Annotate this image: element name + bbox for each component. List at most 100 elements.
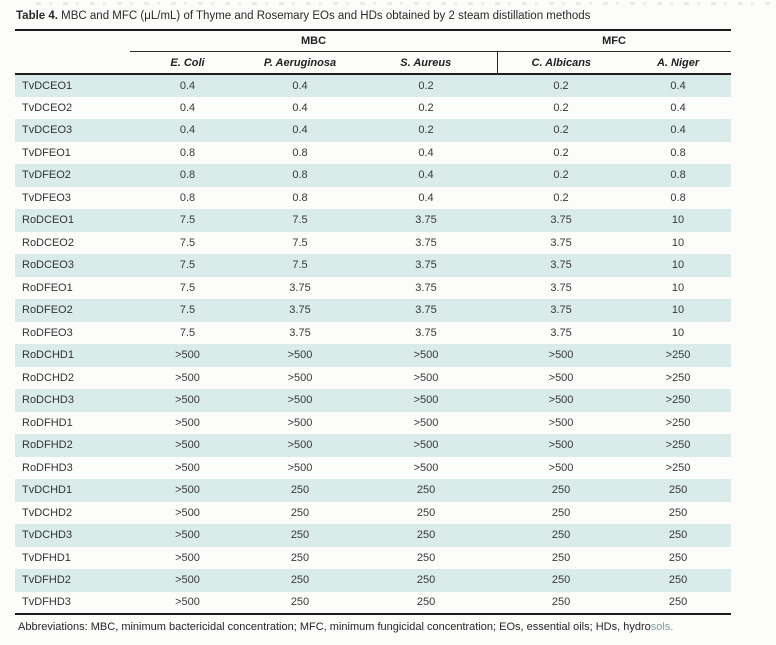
table-row: RoDFEO3 7.5 3.75 3.75 3.75 10 xyxy=(15,322,731,345)
row-label: TvDCHD1 xyxy=(22,484,73,497)
abbreviations-text-tail: sols. xyxy=(650,621,674,633)
value-cell: 250 xyxy=(290,596,310,609)
value-cell: 10 xyxy=(671,304,685,317)
value-cell: >500 xyxy=(287,416,313,429)
value-cell: >500 xyxy=(175,574,200,587)
row-label: TvDFEO2 xyxy=(22,169,71,182)
col-header-a-niger: A. Niger xyxy=(625,51,732,75)
value-cell: 0.2 xyxy=(418,79,434,92)
table-row: RoDCHD3 >500 >500 >500 >500 >250 xyxy=(15,389,732,412)
value-cell: 3.75 xyxy=(415,259,437,272)
table-row: TvDCHD3 >500 250 250 250 250 xyxy=(15,524,732,547)
row-label: TvDCHD3 xyxy=(22,529,73,542)
row-label: RoDFEO3 xyxy=(22,326,73,339)
table-caption: Table 4. MBC and MFC (μL/mL) of Thyme an… xyxy=(15,8,731,29)
row-label: RoDCEO1 xyxy=(22,214,74,227)
value-cell: 250 xyxy=(290,529,310,542)
value-cell: 250 xyxy=(290,506,310,519)
value-cell: >250 xyxy=(665,439,691,452)
group-header-row: MBC MFC xyxy=(15,30,732,52)
abbreviations-note: Abbreviations: MBC, minimum bactericidal… xyxy=(15,615,731,634)
value-cell: 0.2 xyxy=(553,101,569,114)
value-cell: 250 xyxy=(668,529,688,542)
value-cell: 7.5 xyxy=(292,259,308,272)
value-cell: 3.75 xyxy=(415,281,437,294)
value-cell: 0.4 xyxy=(179,124,196,137)
row-label: RoDCHD2 xyxy=(22,371,74,384)
group-header-mbc: MBC xyxy=(130,30,498,52)
row-label: RoDCHD3 xyxy=(22,394,74,407)
table-row: TvDFHD1 >500 250 250 250 250 xyxy=(15,547,731,570)
value-cell: 3.75 xyxy=(550,326,572,339)
value-cell: 250 xyxy=(551,574,571,587)
value-cell: 250 xyxy=(668,574,688,587)
value-cell: 3.75 xyxy=(415,304,437,317)
col-header-c-albicans: C. Albicans xyxy=(496,51,626,75)
value-cell: 0.2 xyxy=(553,191,569,204)
value-cell: 0.2 xyxy=(553,146,569,159)
table-row: RoDFHD3 >500 >500 >500 >500 >250 xyxy=(15,457,731,480)
table-row: RoDCHD1 >500 >500 >500 >500 >250 xyxy=(15,344,732,367)
value-cell: >500 xyxy=(413,371,439,384)
row-label: RoDFHD2 xyxy=(22,439,73,452)
table-row: RoDFHD1 >500 >500 >500 >500 >250 xyxy=(15,412,731,435)
value-cell: >500 xyxy=(413,461,439,474)
table-row: RoDFHD2 >500 >500 >500 >500 >250 xyxy=(15,434,732,457)
value-cell: 7.5 xyxy=(179,326,196,339)
value-cell: 0.2 xyxy=(418,101,434,114)
value-cell: >500 xyxy=(175,349,200,362)
table-row: RoDFEO1 7.5 3.75 3.75 3.75 10 xyxy=(15,277,731,300)
table-caption-label: Table 4. xyxy=(16,10,58,22)
value-cell: >500 xyxy=(413,394,439,407)
value-cell: 0.4 xyxy=(418,146,434,159)
value-cell: 0.4 xyxy=(418,169,434,182)
value-cell: 0.2 xyxy=(553,169,569,182)
table-row: TvDFEO2 0.8 0.8 0.4 0.2 0.8 xyxy=(15,164,732,187)
row-label: RoDCEO3 xyxy=(22,259,74,272)
row-label: TvDCEO2 xyxy=(22,101,73,114)
value-cell: 250 xyxy=(290,484,310,497)
value-cell: 0.8 xyxy=(292,191,308,204)
value-cell: 250 xyxy=(668,484,688,497)
table-row: RoDCEO1 7.5 7.5 3.75 3.75 10 xyxy=(15,209,732,232)
value-cell: 250 xyxy=(551,596,571,609)
value-cell: 7.5 xyxy=(179,281,196,294)
value-cell: >500 xyxy=(287,394,313,407)
value-cell: >500 xyxy=(287,461,313,474)
row-label: RoDCHD1 xyxy=(22,349,74,362)
abbreviations-text: Abbreviations: MBC, minimum bactericidal… xyxy=(18,621,651,633)
value-cell: >500 xyxy=(175,506,200,519)
row-label: TvDFHD3 xyxy=(22,596,71,609)
value-cell: 0.2 xyxy=(553,124,569,137)
value-cell: 3.75 xyxy=(550,281,572,294)
value-cell: >500 xyxy=(287,349,313,362)
row-label: TvDCEO1 xyxy=(22,79,73,92)
value-cell: >500 xyxy=(175,416,200,429)
value-cell: 250 xyxy=(416,596,436,609)
table-row: TvDFEO1 0.8 0.8 0.4 0.2 0.8 xyxy=(15,142,731,165)
value-cell: 10 xyxy=(671,326,685,339)
value-cell: 0.2 xyxy=(553,79,569,92)
row-label: TvDCHD2 xyxy=(22,506,73,519)
value-cell: 250 xyxy=(416,574,436,587)
table-row: RoDCEO2 7.5 7.5 3.75 3.75 10 xyxy=(15,232,731,255)
table-row: TvDCEO3 0.4 0.4 0.2 0.2 0.4 xyxy=(15,119,732,142)
value-cell: 0.8 xyxy=(670,169,686,182)
value-cell: 0.4 xyxy=(292,79,308,92)
table-row: TvDCEO1 0.4 0.4 0.2 0.2 0.4 xyxy=(15,74,732,97)
value-cell: 0.8 xyxy=(179,191,196,204)
value-cell: >500 xyxy=(548,371,574,384)
row-label: TvDFEO3 xyxy=(22,191,71,204)
row-label: TvDFEO1 xyxy=(22,146,71,159)
value-cell: >500 xyxy=(175,484,200,497)
table-caption-text: MBC and MFC (μL/mL) of Thyme and Rosemar… xyxy=(57,10,591,22)
table-row: TvDFEO3 0.8 0.8 0.4 0.2 0.8 xyxy=(15,187,731,210)
value-cell: 10 xyxy=(671,236,685,249)
value-cell: >500 xyxy=(548,461,574,474)
value-cell: 0.4 xyxy=(179,101,196,114)
value-cell: >500 xyxy=(548,349,574,362)
value-cell: 7.5 xyxy=(179,236,196,249)
table-row: RoDFEO2 7.5 3.75 3.75 3.75 10 xyxy=(15,299,732,322)
value-cell: 7.5 xyxy=(292,236,308,249)
value-cell: 3.75 xyxy=(289,281,311,294)
